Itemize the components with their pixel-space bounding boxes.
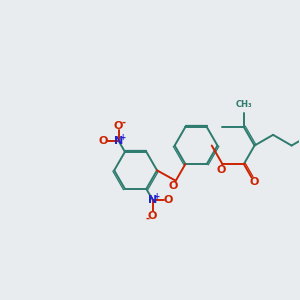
Text: O: O	[114, 121, 123, 130]
Text: O: O	[98, 136, 108, 146]
Text: O: O	[163, 195, 173, 205]
Text: -: -	[146, 213, 150, 224]
Text: +: +	[119, 133, 125, 142]
Text: N: N	[114, 136, 123, 146]
Text: O: O	[148, 211, 157, 221]
Text: -: -	[121, 117, 125, 127]
Text: O: O	[250, 177, 259, 187]
Text: N: N	[148, 195, 157, 205]
Text: CH₃: CH₃	[236, 100, 252, 109]
Text: +: +	[153, 192, 159, 201]
Text: O: O	[168, 181, 178, 191]
Text: O: O	[217, 165, 226, 175]
